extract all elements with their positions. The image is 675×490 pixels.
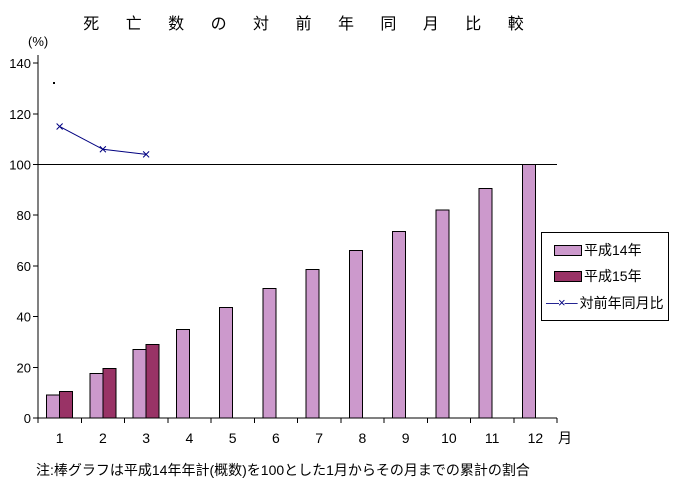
y-tick-label-140: 140 — [9, 56, 31, 71]
footnote: 注:棒グラフは平成14年年計(概数)を100とした1月からその月までの累計の割合 — [36, 462, 530, 478]
legend-label-heisei15: 平成15年 — [584, 268, 642, 285]
y-tick-label-100: 100 — [9, 158, 31, 173]
legend-item-heisei14: 平成14年 — [544, 240, 666, 260]
legend-swatch-heisei15 — [554, 270, 582, 282]
x-tick-label-12: 12 — [528, 430, 544, 446]
bar-heisei14-month-10 — [435, 209, 450, 419]
x-tick-label-10: 10 — [441, 430, 457, 446]
x-tick-label-7: 7 — [315, 430, 323, 446]
x-tick-label-4: 4 — [185, 430, 193, 446]
y-tick-label-40: 40 — [17, 310, 31, 325]
x-tick-label-6: 6 — [272, 430, 280, 446]
y-tick-label-20: 20 — [17, 360, 31, 375]
bar-heisei14-month-4 — [175, 328, 190, 419]
bar-heisei14-month-1 — [46, 394, 61, 419]
y-tick-label-60: 60 — [17, 259, 31, 274]
bar-heisei14-month-5 — [219, 307, 234, 419]
chart-title: 死 亡 数 の 対 前 年 同 月 比 較 — [83, 16, 535, 33]
legend-item-heisei15: 平成15年 — [544, 266, 666, 286]
legend-item-ratio: —×— 対前年同月比 — [544, 293, 666, 313]
ratio-line — [59, 126, 147, 155]
bar-heisei15-month-1 — [59, 390, 74, 419]
y-tick-label-0: 0 — [24, 411, 31, 426]
bar-heisei14-month-11 — [478, 188, 493, 419]
x-tick-label-3: 3 — [142, 430, 150, 446]
bar-heisei14-month-6 — [262, 288, 277, 419]
x-tick-label-1: 1 — [56, 430, 64, 446]
legend-label-heisei14: 平成14年 — [584, 242, 642, 259]
bar-heisei15-month-3 — [145, 343, 160, 419]
ratio-marker-month-1 — [56, 123, 63, 130]
bar-heisei14-month-3 — [132, 349, 147, 419]
x-tick-label-9: 9 — [402, 430, 410, 446]
x-tick-label-8: 8 — [358, 430, 366, 446]
ratio-marker-month-2 — [99, 145, 107, 153]
x-axis-unit-label: 月 — [558, 430, 572, 446]
legend-line-marker-sample: —×— — [546, 295, 578, 311]
bar-heisei15-month-2 — [102, 368, 117, 419]
y-axis-unit-label: (%) — [28, 34, 49, 49]
legend-swatch-heisei14 — [554, 244, 582, 256]
stray-mark-dot — [53, 82, 55, 84]
x-tick-label-2: 2 — [99, 430, 107, 446]
bar-heisei14-month-7 — [305, 269, 320, 419]
bar-heisei14-month-8 — [348, 250, 363, 419]
bar-heisei14-month-12 — [521, 164, 536, 419]
legend: 平成14年 平成15年 —×— 対前年同月比 — [541, 232, 669, 321]
x-tick-label-5: 5 — [229, 430, 237, 446]
y-tick-label-120: 120 — [9, 107, 31, 122]
x-tick-label-11: 11 — [485, 430, 500, 446]
y-tick-label-80: 80 — [17, 208, 31, 223]
bar-heisei14-month-9 — [392, 231, 407, 419]
legend-label-ratio: 対前年同月比 — [579, 294, 664, 311]
ratio-marker-month-3 — [142, 151, 150, 158]
bar-heisei14-month-2 — [89, 373, 104, 419]
